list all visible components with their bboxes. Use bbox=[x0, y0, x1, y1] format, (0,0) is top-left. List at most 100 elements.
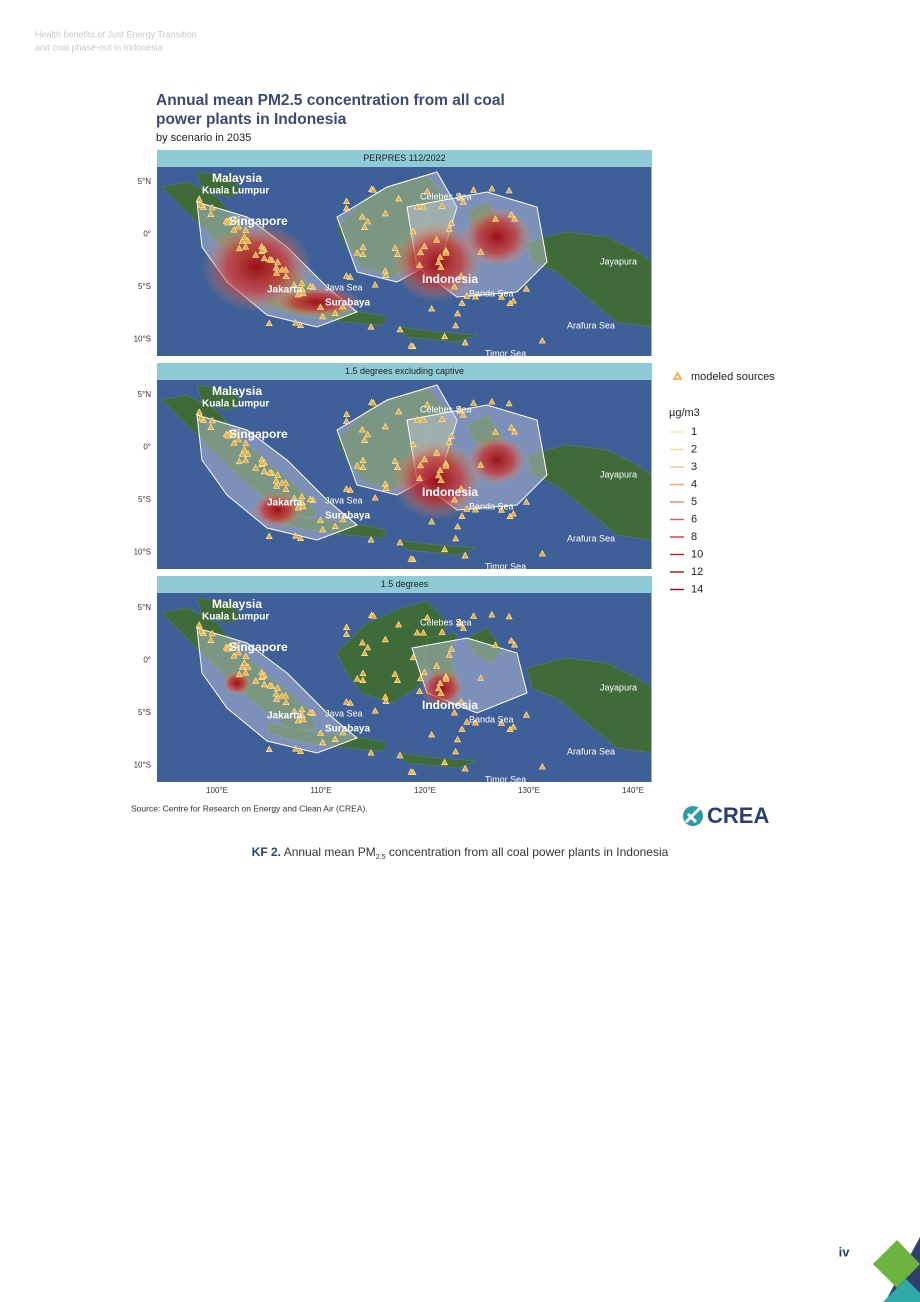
source-marker bbox=[294, 290, 302, 298]
source-marker bbox=[433, 236, 441, 243]
legend-label: modeled sources bbox=[691, 371, 775, 383]
source-marker bbox=[342, 698, 350, 705]
source-marker bbox=[428, 304, 436, 312]
source-marker bbox=[234, 648, 242, 656]
source-marker bbox=[505, 612, 513, 620]
source-marker bbox=[266, 255, 274, 263]
source-marker bbox=[208, 416, 216, 424]
source-marker bbox=[382, 484, 390, 492]
source-marker bbox=[423, 400, 431, 408]
land bbox=[196, 171, 243, 198]
source-marker bbox=[507, 636, 515, 644]
source-marker bbox=[359, 676, 367, 683]
source-marker bbox=[507, 423, 515, 431]
source-marker bbox=[434, 684, 442, 692]
source-marker bbox=[238, 663, 246, 670]
source-marker bbox=[423, 187, 431, 195]
source-marker bbox=[409, 653, 417, 661]
source-marker bbox=[242, 456, 250, 463]
source-marker bbox=[207, 423, 215, 430]
source-marker bbox=[511, 428, 519, 435]
source-marker bbox=[458, 725, 466, 732]
map-label: Singapore bbox=[229, 640, 288, 654]
source-marker bbox=[207, 210, 215, 217]
source-marker bbox=[416, 687, 424, 695]
source-marker bbox=[441, 545, 449, 553]
panel-title: 1.5 degrees excluding captive bbox=[345, 366, 464, 376]
source-marker bbox=[538, 550, 546, 557]
map-label: Jayapura bbox=[600, 469, 637, 479]
source-marker bbox=[235, 457, 243, 465]
source-marker bbox=[195, 195, 203, 202]
map-label: Jayapura bbox=[600, 682, 637, 692]
source-marker bbox=[224, 644, 232, 652]
land bbox=[526, 657, 652, 754]
logo-text: CREA bbox=[707, 803, 769, 828]
y-axis-label: 5°S bbox=[138, 495, 151, 504]
map-label: Java Sea bbox=[325, 282, 363, 292]
caption-text: Annual mean PM bbox=[284, 845, 376, 859]
y-axis-label: 0° bbox=[143, 443, 151, 452]
source-marker bbox=[419, 416, 427, 423]
map-label: Jakarta bbox=[267, 711, 302, 722]
source-marker bbox=[470, 186, 478, 193]
map-label: Singapore bbox=[229, 214, 288, 228]
y-axis-label: 0° bbox=[143, 656, 151, 665]
x-axis-label: 140°E bbox=[622, 786, 644, 795]
source-marker bbox=[195, 621, 203, 628]
source-marker bbox=[457, 485, 465, 492]
y-axis-label: 5°S bbox=[138, 282, 151, 291]
legend-label: 8 bbox=[691, 531, 697, 543]
panel-strip bbox=[157, 150, 652, 167]
source-marker bbox=[298, 492, 306, 500]
source-marker bbox=[282, 479, 290, 486]
caption: KF 2. Annual mean PM2.5 concentration fr… bbox=[252, 845, 669, 863]
source-marker bbox=[353, 675, 361, 682]
source-marker bbox=[456, 405, 464, 412]
source-marker bbox=[416, 474, 424, 482]
source-marker bbox=[477, 674, 485, 681]
concentration-hotspot bbox=[467, 435, 527, 485]
map-label: Banda Sea bbox=[469, 288, 514, 298]
source-marker bbox=[396, 751, 404, 759]
map-label: Surabaya bbox=[325, 511, 370, 522]
header-line: Health benefits of Just Energy Transitio… bbox=[35, 29, 197, 39]
source-marker bbox=[457, 272, 465, 279]
source-marker bbox=[394, 463, 402, 470]
source-marker bbox=[538, 337, 546, 344]
source-marker bbox=[407, 342, 415, 349]
panel-title: 1.5 degrees bbox=[381, 579, 429, 589]
source-marker bbox=[420, 455, 428, 463]
source-marker bbox=[282, 272, 290, 280]
source-marker bbox=[505, 186, 513, 194]
source-marker bbox=[197, 414, 205, 421]
source-marker bbox=[509, 510, 517, 517]
source-marker bbox=[477, 248, 485, 255]
source-marker bbox=[471, 719, 479, 726]
source-marker bbox=[306, 282, 314, 290]
source-marker bbox=[290, 281, 298, 289]
source-marker bbox=[294, 503, 302, 511]
source-marker bbox=[359, 669, 367, 677]
source-marker bbox=[491, 215, 499, 222]
map-label: Kuala Lumpur bbox=[202, 612, 269, 623]
land bbox=[466, 627, 503, 664]
y-axis-label: 10°S bbox=[134, 548, 151, 557]
logo-mark bbox=[684, 806, 702, 824]
source-marker bbox=[252, 464, 260, 471]
source-marker bbox=[413, 628, 421, 636]
source-marker bbox=[208, 629, 216, 637]
source-marker bbox=[447, 432, 455, 439]
source-marker bbox=[507, 210, 515, 218]
source-marker bbox=[274, 258, 282, 265]
source-marker bbox=[316, 516, 324, 523]
source-marker bbox=[331, 522, 339, 530]
source-marker bbox=[266, 468, 274, 476]
header-line: and coal phase-out in Indonesia bbox=[35, 42, 163, 52]
source-marker bbox=[282, 698, 290, 706]
source-marker bbox=[207, 636, 215, 643]
source-marker bbox=[450, 496, 458, 503]
source-marker bbox=[235, 670, 243, 678]
source-marker bbox=[470, 399, 478, 406]
